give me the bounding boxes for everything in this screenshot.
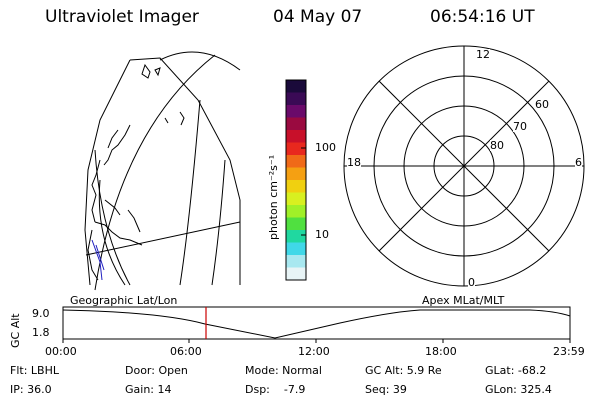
colorbar-swatch <box>286 155 306 168</box>
mlat-label-70: 70 <box>513 120 527 133</box>
gain-status: Gain: 14 <box>125 383 172 396</box>
colorbar-swatch <box>286 130 306 143</box>
geographic-caption: Geographic Lat/Lon <box>70 294 178 307</box>
time-label: 06:54:16 UT <box>430 7 535 27</box>
colorbar-swatch <box>286 230 306 243</box>
glon-status: GLon: 325.4 <box>485 383 552 396</box>
colorbar-swatch <box>286 192 306 206</box>
mlat-label-80: 80 <box>490 139 504 152</box>
colorbar-swatch <box>286 255 306 268</box>
gc-alt-high: 9.0 <box>32 307 50 320</box>
x-tick-0600: 06:00 <box>170 345 202 358</box>
mlt-label-0: 0 <box>468 276 475 289</box>
colorbar-swatch <box>286 242 306 256</box>
colorbar-swatch <box>286 217 306 231</box>
ip-status: IP: 36.0 <box>10 383 52 396</box>
mode-status: Mode: Normal <box>245 364 322 377</box>
colorbar-swatch <box>286 92 306 106</box>
mlt-label-12: 12 <box>476 48 490 61</box>
colorbar-tick-100: 100 <box>315 141 336 154</box>
mlt-label-18: 18 <box>347 156 361 169</box>
colorbar-swatch <box>286 180 306 193</box>
mlt-label-6: 6 <box>575 156 582 169</box>
x-tick-2359: 23:59 <box>553 345 585 358</box>
colorbar-tick-10: 10 <box>315 228 329 241</box>
colorbar-swatch <box>286 267 306 281</box>
instrument-title: Ultraviolet Imager <box>45 7 199 27</box>
colorbar-swatch <box>286 105 306 118</box>
apex-caption: Apex MLat/MLT <box>422 294 505 307</box>
colorbar-swatch <box>286 117 306 131</box>
colorbar-swatch <box>286 80 306 93</box>
date-label: 04 May 07 <box>273 7 363 27</box>
gc-alt-axis-label: GC Alt <box>9 313 22 348</box>
gc-alt-low: 1.8 <box>32 326 50 339</box>
x-tick-1800: 18:00 <box>425 345 457 358</box>
door-status: Door: Open <box>125 364 188 377</box>
seq-status: Seq: 39 <box>365 383 407 396</box>
x-tick-1200: 12:00 <box>298 345 330 358</box>
colorbar-swatch <box>286 167 306 181</box>
dsp-status: Dsp: -7.9 <box>245 383 306 396</box>
mlat-label-60: 60 <box>535 98 549 111</box>
colorbar-swatch <box>286 142 306 156</box>
filter-status: Flt: LBHL <box>10 364 59 377</box>
glat-status: GLat: -68.2 <box>485 364 547 377</box>
x-tick-0000: 00:00 <box>45 345 77 358</box>
gc-alt-status: GC Alt: 5.9 Re <box>365 364 442 377</box>
colorbar-swatch <box>286 205 306 218</box>
